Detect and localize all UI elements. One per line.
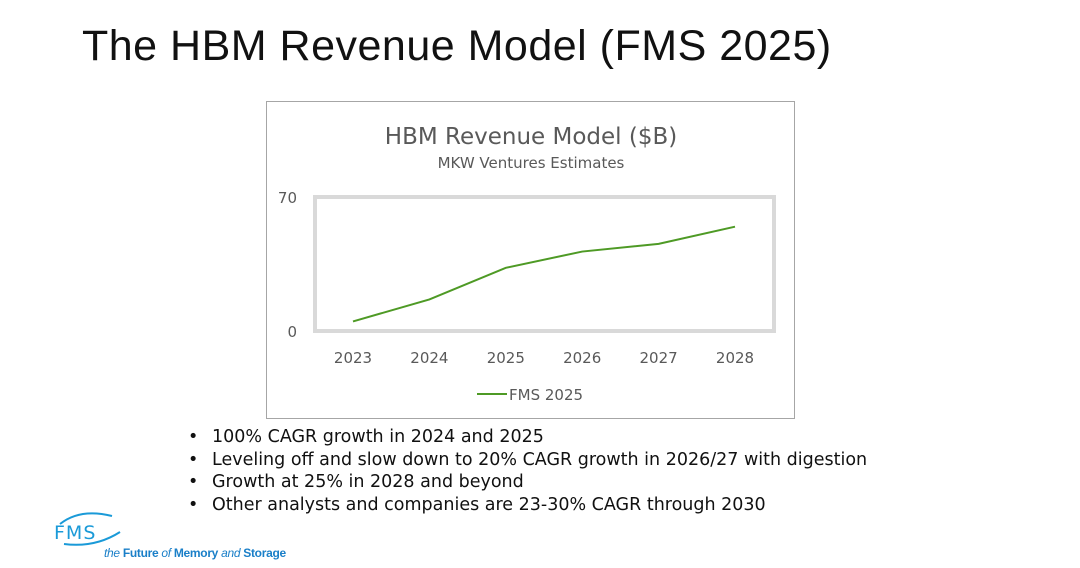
x-tick-label: 2026 [563,349,601,367]
legend-label: FMS 2025 [509,386,583,404]
y-tick-label: 0 [287,323,297,341]
fms-logo: FMS [54,512,121,546]
svg-text:FMS: FMS [54,522,96,544]
x-tick-label: 2023 [334,349,372,367]
slide-title: The HBM Revenue Model (FMS 2025) [82,22,832,70]
line-chart: HBM Revenue Model ($B) MKW Ventures Esti… [278,124,776,404]
x-tick-label: 2028 [716,349,754,367]
bullet-item: 100% CAGR growth in 2024 and 2025 [188,426,867,449]
chart: HBM Revenue Model ($B) MKW Ventures Esti… [266,101,795,419]
series-line [352,225,736,323]
plot-area-border [313,195,776,333]
x-tick-label: 2027 [640,349,678,367]
y-tick-label: 70 [278,189,297,207]
x-tick-label: 2024 [410,349,448,367]
chart-title: HBM Revenue Model ($B) [385,124,677,150]
bullet-item: Growth at 25% in 2028 and beyond [188,471,867,494]
chart-subtitle: MKW Ventures Estimates [438,154,625,172]
logo-tagline: the Future of Memory and Storage [104,546,286,560]
bullet-list: 100% CAGR growth in 2024 and 2025 Leveli… [188,426,867,516]
x-tick-label: 2025 [487,349,525,367]
bullet-item: Leveling off and slow down to 20% CAGR g… [188,449,867,472]
bullet-item: Other analysts and companies are 23-30% … [188,494,867,517]
